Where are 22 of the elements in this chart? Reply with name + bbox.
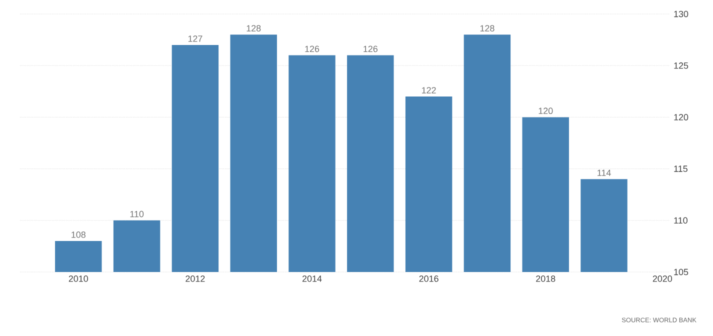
x-tick-label: 2018 <box>536 276 556 282</box>
x-tick-label: 2010 <box>68 276 88 282</box>
data-label: 120 <box>538 108 553 114</box>
x-tick-label: 2014 <box>302 276 322 282</box>
y-tick-label: 105 <box>674 268 688 276</box>
y-tick-label: 130 <box>674 10 688 18</box>
data-label: 127 <box>188 36 202 42</box>
data-label: 126 <box>364 46 378 52</box>
x-tick-label: 2012 <box>186 276 205 282</box>
data-label: 126 <box>305 46 320 52</box>
y-tick-label: 120 <box>674 114 688 120</box>
x-tick-label: 2016 <box>419 276 438 282</box>
data-label: 110 <box>130 210 144 218</box>
data-label: 108 <box>72 231 86 238</box>
y-tick-label: 110 <box>674 217 688 224</box>
data-label: 128 <box>246 25 261 32</box>
x-tick-label: 2020 <box>652 276 672 282</box>
data-label: 122 <box>422 87 436 94</box>
y-tick-label: 115 <box>674 166 688 172</box>
data-label: 128 <box>480 25 494 32</box>
y-tick-label: 125 <box>674 62 688 69</box>
data-label: 114 <box>598 170 611 176</box>
